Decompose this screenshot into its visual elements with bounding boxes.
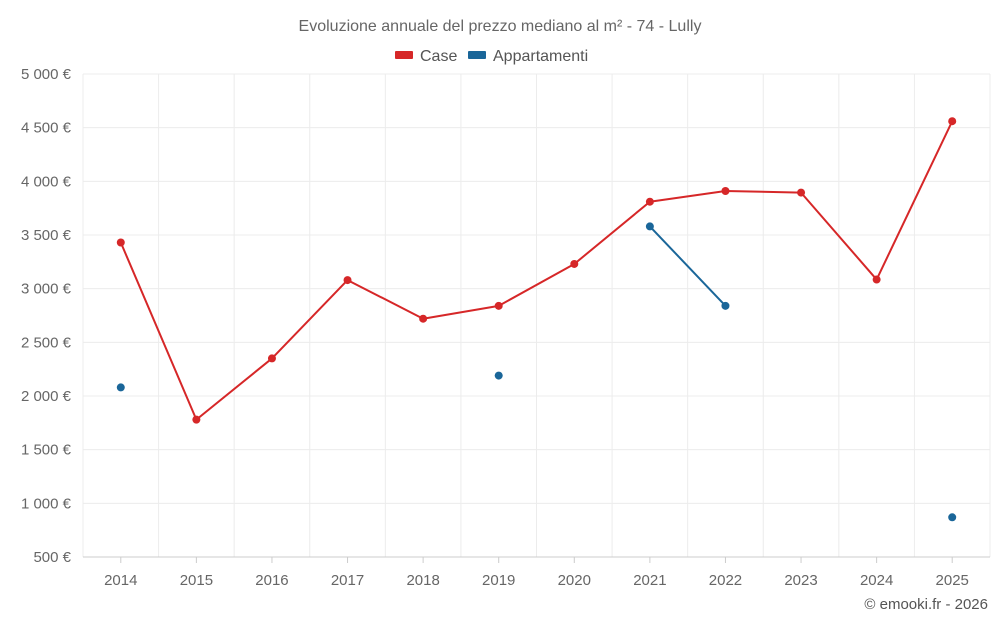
- data-point-appartamenti[interactable]: [494, 371, 503, 380]
- legend-label-case[interactable]: Case: [420, 48, 457, 65]
- y-tick-label: 3 000 €: [21, 281, 72, 298]
- legend-label-appartamenti[interactable]: Appartamenti: [493, 48, 588, 65]
- y-tick-label: 2 500 €: [21, 334, 72, 351]
- series-line-case: [119, 120, 954, 421]
- legend: Case Appartamenti: [395, 48, 588, 65]
- x-tick-label: 2021: [633, 572, 666, 589]
- x-tick-label: 2016: [255, 572, 288, 589]
- data-point-case[interactable]: [797, 188, 806, 197]
- y-tick-label: 500 €: [33, 549, 71, 566]
- data-point-appartamenti[interactable]: [948, 513, 957, 522]
- x-tick-label: 2018: [406, 572, 439, 589]
- series: [116, 117, 957, 522]
- credit-text: © emooki.fr - 2026: [864, 596, 988, 613]
- y-tick-label: 3 500 €: [21, 227, 72, 244]
- y-tick-label: 5 000 €: [21, 66, 72, 83]
- data-point-case[interactable]: [645, 197, 654, 206]
- y-tick-label: 4 000 €: [21, 173, 72, 190]
- data-point-appartamenti[interactable]: [721, 301, 730, 310]
- data-point-case[interactable]: [948, 117, 957, 126]
- y-tick-label: 2 000 €: [21, 388, 72, 405]
- y-tick-label: 1 000 €: [21, 495, 72, 512]
- x-tick-label: 2025: [936, 572, 969, 589]
- series-appartamenti: [116, 222, 957, 522]
- y-tick-label: 1 500 €: [21, 442, 72, 459]
- x-tick-label: 2022: [709, 572, 742, 589]
- chart-title: Evoluzione annuale del prezzo mediano al…: [299, 18, 702, 35]
- x-tick-label: 2015: [180, 572, 213, 589]
- data-point-appartamenti[interactable]: [116, 383, 125, 392]
- legend-swatch-appartamenti: [468, 51, 486, 59]
- series-line-appartamenti: [649, 225, 727, 307]
- legend-swatch-case: [395, 51, 413, 59]
- x-tick-label: 2023: [784, 572, 817, 589]
- data-point-case[interactable]: [267, 354, 276, 363]
- data-point-case[interactable]: [494, 301, 503, 310]
- series-case: [116, 117, 957, 424]
- x-tick-label: 2017: [331, 572, 364, 589]
- data-point-case[interactable]: [192, 415, 201, 424]
- grid: [82, 73, 991, 558]
- x-axis-ticks: 2014 2015 2016 2017 2018 2019 2020 2021 2022 2023…: [104, 557, 969, 589]
- x-tick-label: 2024: [860, 572, 893, 589]
- x-tick-label: 2020: [558, 572, 591, 589]
- data-point-case[interactable]: [570, 259, 579, 268]
- data-point-case[interactable]: [721, 186, 730, 195]
- data-point-appartamenti[interactable]: [645, 222, 654, 231]
- data-point-case[interactable]: [343, 276, 352, 285]
- y-tick-label: 4 500 €: [21, 120, 72, 137]
- x-tick-label: 2019: [482, 572, 515, 589]
- y-axis-ticks: 5 000 € 4 500 € 4 000 € 3 500 € 3 000 € 2 500…: [21, 66, 72, 566]
- data-point-case[interactable]: [116, 238, 125, 247]
- data-point-case[interactable]: [872, 275, 881, 284]
- x-tick-label: 2014: [104, 572, 137, 589]
- data-point-case[interactable]: [419, 314, 428, 323]
